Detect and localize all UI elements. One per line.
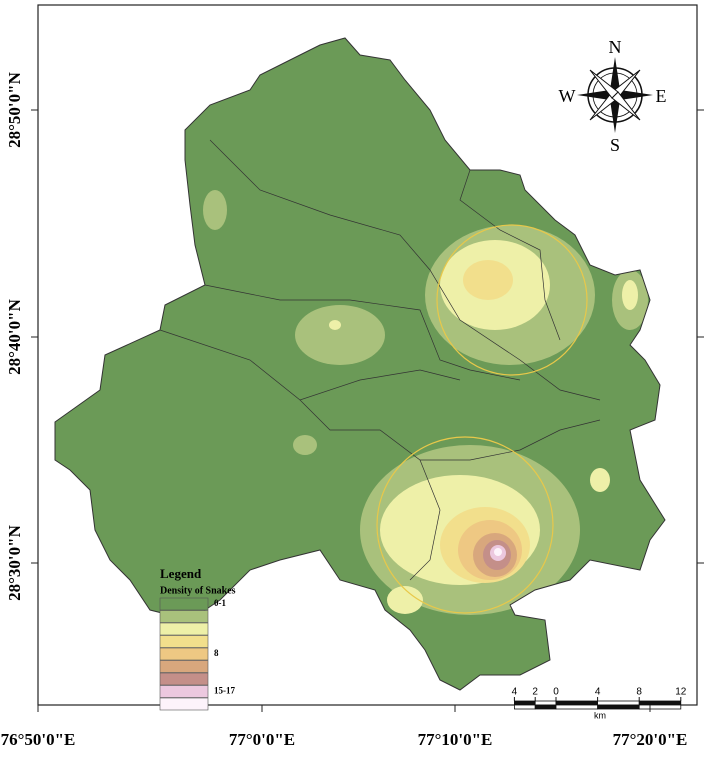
compass-label: E [656,86,667,106]
scale-segment [638,704,682,710]
scale-label: 4 [512,687,518,698]
compass-label: W [559,86,576,106]
scale-segment [597,700,640,706]
compass-label: S [610,135,620,155]
x-coordinate: 77°20'0"E [613,730,688,749]
scale-segment [534,704,557,710]
scale-segment [534,700,557,706]
legend-label: 8 [214,648,219,658]
scale-label: 2 [532,687,538,698]
legend-swatch [159,697,209,711]
scale-segment [555,700,598,706]
y-coordinate: 28°50'0"N [5,71,24,147]
hotspot-ring [436,224,588,376]
y-coordinate: 28°40'0"N [5,298,24,374]
legend-label: 0-1 [214,598,226,608]
legend-title: Legend [160,566,202,581]
scale-label: 4 [595,687,601,698]
compass-label: N [609,37,622,57]
legend-swatch [159,635,209,648]
legend-swatch [159,622,209,636]
scale-bar: 4 2 0 4 8 12 km [512,687,687,721]
x-coordinate: 76°50'0"E [1,730,76,749]
scale-label: 8 [636,687,642,698]
x-coordinate: 77°0'0"E [229,730,295,749]
scale-segment [638,700,682,706]
y-coordinate: 28°30'0"N [5,524,24,600]
hotspot-ring [376,436,554,614]
legend: 0-1 8 15-17 [159,597,235,711]
scale-segment [514,700,536,706]
legend-swatch [159,672,209,686]
legend-swatch [159,660,209,673]
scale-segment [597,704,640,710]
legend-label: 15-17 [214,686,235,696]
scale-segment [514,704,536,710]
scale-unit: km [594,710,606,720]
legend-swatch [159,597,209,611]
scale-label: 0 [553,687,559,698]
compass-rose: N S E W [559,37,667,155]
scale-label: 12 [675,687,687,698]
district-boundaries [159,139,601,581]
coordinate-labels: 76°50'0"E 77°0'0"E 77°10'0"E 77°20'0"E 28°50… [1,71,704,749]
scale-segment [555,704,598,710]
x-coordinate: 77°10'0"E [418,730,493,749]
legend-subtitle: Density of Snakes [160,585,236,596]
legend-swatch [159,610,209,623]
legend-swatch [159,647,209,661]
legend-swatch [159,685,209,698]
